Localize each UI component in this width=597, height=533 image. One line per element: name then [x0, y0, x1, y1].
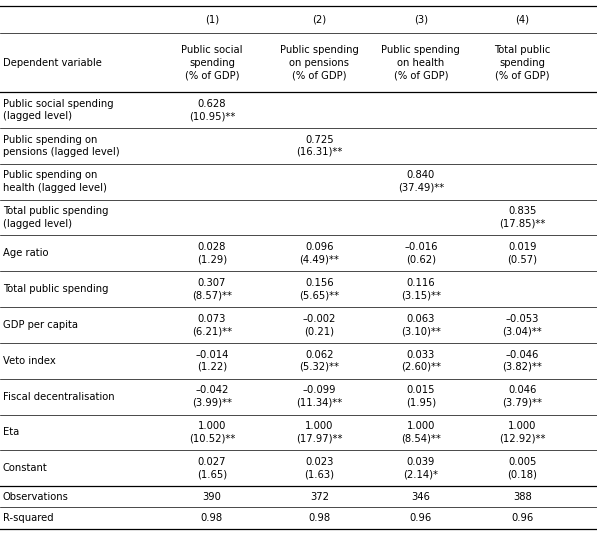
Text: 0.062
(5.32)**: 0.062 (5.32)**: [299, 350, 340, 372]
Text: Public spending
on pensions
(% of GDP): Public spending on pensions (% of GDP): [280, 45, 359, 80]
Text: –0.046
(3.82)**: –0.046 (3.82)**: [503, 350, 542, 372]
Text: (3): (3): [414, 15, 428, 25]
Text: 0.835
(17.85)**: 0.835 (17.85)**: [499, 206, 546, 229]
Text: 388: 388: [513, 492, 532, 502]
Text: 0.073
(6.21)**: 0.073 (6.21)**: [192, 314, 232, 336]
Text: 0.005
(0.18): 0.005 (0.18): [507, 457, 537, 480]
Text: 0.725
(16.31)**: 0.725 (16.31)**: [296, 135, 343, 157]
Text: –0.099
(11.34)**: –0.099 (11.34)**: [296, 385, 343, 408]
Text: Dependent variable: Dependent variable: [3, 58, 102, 68]
Text: 0.98: 0.98: [201, 513, 223, 523]
Text: 0.116
(3.15)**: 0.116 (3.15)**: [401, 278, 441, 300]
Text: Total public spending
(lagged level): Total public spending (lagged level): [3, 206, 109, 229]
Text: –0.002
(0.21): –0.002 (0.21): [303, 314, 336, 336]
Text: Total public spending: Total public spending: [3, 284, 109, 294]
Text: (4): (4): [515, 15, 530, 25]
Text: 1.000
(17.97)**: 1.000 (17.97)**: [296, 421, 343, 443]
Text: Public spending
on health
(% of GDP): Public spending on health (% of GDP): [381, 45, 460, 80]
Text: 0.096
(4.49)**: 0.096 (4.49)**: [300, 242, 339, 264]
Text: 0.015
(1.95): 0.015 (1.95): [406, 385, 436, 408]
Text: Public social
spending
(% of GDP): Public social spending (% of GDP): [181, 45, 243, 80]
Text: –0.016
(0.62): –0.016 (0.62): [404, 242, 438, 264]
Text: 0.307
(8.57)**: 0.307 (8.57)**: [192, 278, 232, 300]
Text: Constant: Constant: [3, 463, 48, 473]
Text: 0.840
(37.49)**: 0.840 (37.49)**: [398, 171, 444, 193]
Text: Public spending on
pensions (lagged level): Public spending on pensions (lagged leve…: [3, 135, 119, 157]
Text: 0.027
(1.65): 0.027 (1.65): [197, 457, 227, 480]
Text: 0.628
(10.95)**: 0.628 (10.95)**: [189, 99, 235, 121]
Text: 0.063
(3.10)**: 0.063 (3.10)**: [401, 314, 441, 336]
Text: 0.98: 0.98: [308, 513, 331, 523]
Text: –0.053
(3.04)**: –0.053 (3.04)**: [503, 314, 542, 336]
Text: Eta: Eta: [3, 427, 19, 438]
Text: –0.014
(1.22): –0.014 (1.22): [195, 350, 229, 372]
Text: 0.96: 0.96: [511, 513, 534, 523]
Text: Public spending on
health (lagged level): Public spending on health (lagged level): [3, 171, 107, 193]
Text: 0.046
(3.79)**: 0.046 (3.79)**: [502, 385, 543, 408]
Text: Age ratio: Age ratio: [3, 248, 48, 259]
Text: 0.96: 0.96: [410, 513, 432, 523]
Text: 372: 372: [310, 492, 329, 502]
Text: –0.042
(3.99)**: –0.042 (3.99)**: [192, 385, 232, 408]
Text: Public social spending
(lagged level): Public social spending (lagged level): [3, 99, 113, 121]
Text: 0.156
(5.65)**: 0.156 (5.65)**: [299, 278, 340, 300]
Text: 1.000
(12.92)**: 1.000 (12.92)**: [499, 421, 546, 443]
Text: 1.000
(8.54)**: 1.000 (8.54)**: [401, 421, 441, 443]
Text: R-squared: R-squared: [3, 513, 54, 523]
Text: 0.019
(0.57): 0.019 (0.57): [507, 242, 537, 264]
Text: (1): (1): [205, 15, 219, 25]
Text: Fiscal decentralisation: Fiscal decentralisation: [3, 392, 115, 401]
Text: GDP per capita: GDP per capita: [3, 320, 78, 330]
Text: 0.039
(2.14)*: 0.039 (2.14)*: [404, 457, 438, 480]
Text: Observations: Observations: [3, 492, 69, 502]
Text: Veto index: Veto index: [3, 356, 56, 366]
Text: 1.000
(10.52)**: 1.000 (10.52)**: [189, 421, 235, 443]
Text: (2): (2): [312, 15, 327, 25]
Text: Total public
spending
(% of GDP): Total public spending (% of GDP): [494, 45, 550, 80]
Text: 0.023
(1.63): 0.023 (1.63): [304, 457, 334, 480]
Text: 390: 390: [202, 492, 221, 502]
Text: 346: 346: [411, 492, 430, 502]
Text: 0.028
(1.29): 0.028 (1.29): [197, 242, 227, 264]
Text: 0.033
(2.60)**: 0.033 (2.60)**: [401, 350, 441, 372]
